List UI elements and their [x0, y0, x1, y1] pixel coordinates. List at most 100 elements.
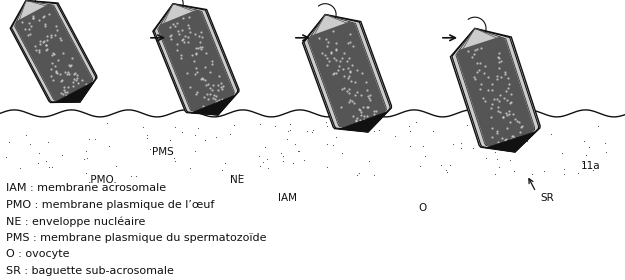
Point [490, 172, 500, 176]
Point [144, 146, 154, 151]
Text: SR : baguette sub-acrosomale: SR : baguette sub-acrosomale [6, 265, 174, 276]
Point [441, 168, 451, 173]
Point [285, 122, 295, 127]
Point [522, 138, 532, 143]
Point [234, 172, 244, 176]
Point [328, 143, 338, 148]
Polygon shape [191, 95, 236, 115]
Point [57, 153, 67, 158]
Point [390, 134, 400, 138]
Point [338, 151, 348, 155]
Text: PMO : membrane plasmique de l’œuf: PMO : membrane plasmique de l’œuf [6, 200, 214, 210]
Point [211, 135, 221, 139]
Point [456, 141, 466, 145]
Point [600, 141, 610, 146]
Point [255, 122, 265, 126]
Point [285, 128, 295, 132]
Point [229, 123, 239, 128]
Polygon shape [451, 28, 540, 152]
Point [594, 123, 604, 128]
Point [578, 160, 587, 165]
Point [84, 137, 94, 142]
Polygon shape [153, 4, 239, 115]
Polygon shape [457, 37, 534, 147]
Point [479, 139, 489, 144]
Point [4, 139, 14, 144]
Point [217, 167, 227, 172]
Text: IAM : membrane acrosomale: IAM : membrane acrosomale [6, 183, 166, 193]
Point [41, 158, 51, 163]
Point [546, 132, 556, 137]
Point [572, 171, 582, 175]
Point [331, 135, 341, 139]
Point [404, 124, 414, 129]
Point [228, 172, 238, 177]
Text: O: O [418, 203, 426, 213]
Point [292, 149, 302, 153]
Point [490, 125, 500, 129]
Point [448, 142, 458, 147]
Point [170, 125, 180, 129]
Polygon shape [55, 81, 94, 102]
Point [369, 129, 379, 133]
Point [278, 154, 288, 159]
Point [369, 173, 379, 177]
Polygon shape [309, 22, 386, 128]
Point [374, 128, 384, 133]
Point [490, 150, 500, 154]
Point [79, 157, 89, 162]
Point [405, 129, 415, 134]
Point [492, 157, 502, 162]
Point [539, 169, 549, 173]
Point [559, 167, 569, 171]
Point [269, 124, 279, 129]
Polygon shape [339, 111, 388, 132]
Point [354, 171, 364, 175]
Point [288, 161, 298, 165]
Point [436, 163, 446, 167]
Point [321, 120, 331, 124]
Point [190, 149, 200, 154]
Point [559, 172, 569, 176]
Text: O : ovocyte: O : ovocyte [6, 249, 69, 259]
Point [579, 139, 589, 143]
Point [322, 165, 332, 170]
Point [411, 120, 421, 124]
Polygon shape [10, 1, 97, 102]
Point [82, 156, 92, 160]
Point [505, 158, 515, 163]
Point [255, 164, 265, 168]
Point [111, 164, 121, 169]
Point [262, 157, 272, 161]
Point [494, 165, 504, 169]
Point [581, 153, 591, 157]
Point [516, 127, 526, 131]
Point [16, 166, 26, 170]
Point [322, 142, 332, 146]
Point [558, 151, 568, 155]
Text: NE: NE [230, 175, 244, 185]
Point [263, 166, 273, 171]
Point [131, 174, 141, 178]
Point [81, 149, 91, 153]
Point [199, 138, 209, 143]
Point [479, 126, 489, 130]
Point [418, 144, 428, 148]
Text: .PMO.: .PMO. [88, 175, 118, 185]
Point [138, 125, 148, 129]
Polygon shape [159, 10, 234, 112]
Point [169, 155, 179, 160]
Point [177, 130, 187, 134]
Point [584, 145, 594, 150]
Point [102, 121, 112, 125]
Point [308, 128, 318, 132]
Point [294, 149, 304, 153]
Polygon shape [486, 131, 536, 152]
Point [461, 122, 471, 127]
Point [509, 169, 519, 173]
Point [420, 154, 430, 158]
Point [185, 166, 195, 171]
Point [406, 144, 416, 149]
Point [81, 171, 91, 175]
Point [601, 150, 611, 154]
